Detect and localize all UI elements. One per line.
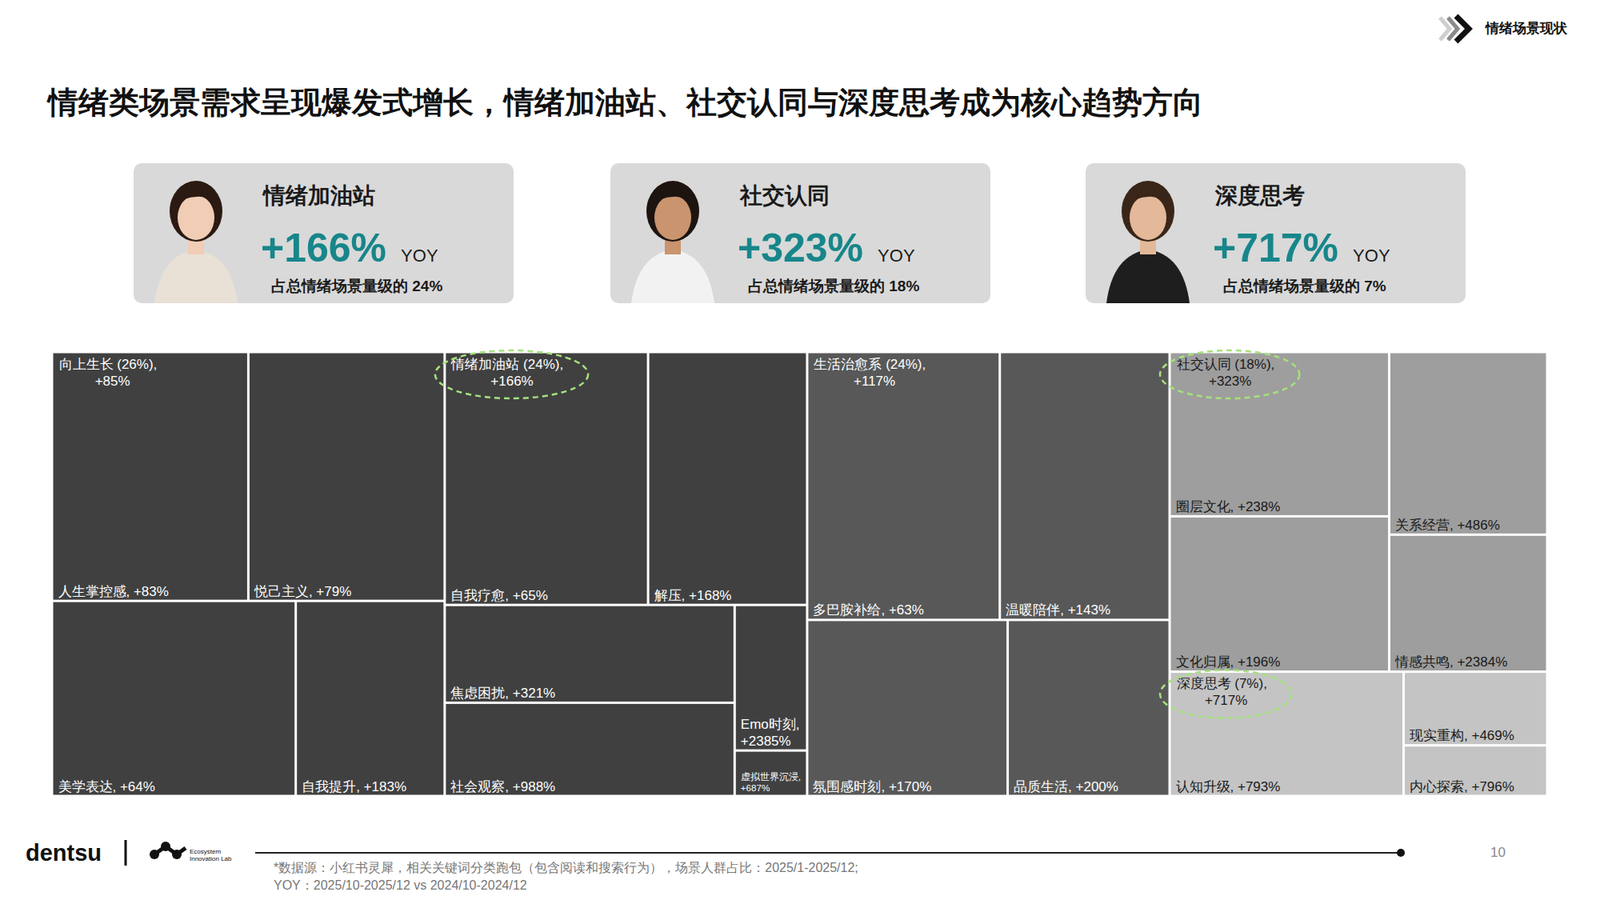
svg-text:悦己主义, +79%: 悦己主义, +79% (253, 584, 352, 600)
svg-text:生活治愈系 (24%),: 生活治愈系 (24%), (813, 356, 926, 372)
html-text:Ecosystem Innovation Lab: Ecosystem Innovation Lab (189, 848, 232, 863)
svg-text:温暖陪伴, +143%: 温暖陪伴, +143% (1005, 602, 1111, 618)
svg-text:向上生长 (26%),: 向上生长 (26%), (59, 356, 158, 372)
svg-text:虚拟世界沉浸,+687%: 虚拟世界沉浸,+687% (740, 771, 801, 793)
svg-text:自我疗愈, +65%: 自我疗愈, +65% (450, 588, 548, 604)
svg-text:情感共鸣, +2384%: 情感共鸣, +2384% (1394, 654, 1508, 670)
svg-text:+166%: +166% (490, 373, 533, 389)
html-text:10: 10 (1490, 844, 1506, 860)
html-text:占总情绪场景量级的 18%: 占总情绪场景量级的 18% (748, 277, 920, 295)
svg-text:焦虑困扰, +321%: 焦虑困扰, +321% (450, 685, 556, 701)
svg-text:+85%: +85% (95, 373, 131, 389)
svg-text:内心探索, +796%: 内心探索, +796% (1409, 779, 1515, 795)
html-text:YOY: YOY (1352, 245, 1391, 266)
html-text:占总情绪场景量级的 24%: 占总情绪场景量级的 24% (271, 277, 443, 295)
svg-text:人生掌控感, +83%: 人生掌控感, +83% (58, 584, 169, 600)
html-text:深度思考: 深度思考 (1215, 183, 1305, 208)
svg-text:现实重构, +469%: 现实重构, +469% (1409, 728, 1515, 744)
svg-text:氛围感时刻, +170%: 氛围感时刻, +170% (812, 779, 932, 795)
svg-text:多巴胺补给, +63%: 多巴胺补给, +63% (812, 602, 924, 618)
svg-text:关系经营, +486%: 关系经营, +486% (1395, 517, 1500, 533)
svg-text:社会观察, +988%: 社会观察, +988% (450, 779, 556, 795)
svg-text:+117%: +117% (853, 373, 896, 389)
html-text:YOY：2025/10-2025/12 vs 2024/10: YOY：2025/10-2025/12 vs 2024/10-2024/12 (273, 878, 527, 892)
svg-text:认知升级, +793%: 认知升级, +793% (1176, 779, 1281, 795)
html-text:占总情绪场景量级的 7%: 占总情绪场景量级的 7% (1223, 277, 1387, 295)
svg-text:解压, +168%: 解压, +168% (654, 588, 732, 604)
html-text:+323%: +323% (737, 225, 864, 271)
html-text:dentsu: dentsu (25, 840, 102, 866)
html-text:社交认同: 社交认同 (740, 183, 830, 208)
svg-text:品质生活, +200%: 品质生活, +200% (1013, 779, 1119, 795)
svg-text:文化归属, +196%: 文化归属, +196% (1176, 654, 1281, 670)
svg-text:+717%: +717% (1204, 692, 1248, 708)
svg-text:情绪加油站 (24%),: 情绪加油站 (24%), (450, 356, 564, 372)
html-text:+166%: +166% (260, 225, 387, 271)
svg-text:圈层文化, +238%: 圈层文化, +238% (1176, 499, 1281, 515)
html-text:情绪加油站: 情绪加油站 (263, 183, 376, 208)
html-text:情绪类场景需求呈现爆发式增长，情绪加油站、社交认同与深度思考: 情绪类场景需求呈现爆发式增长，情绪加油站、社交认同与深度思考成为核心趋势方向 (48, 85, 1204, 120)
html-text:+717%: +717% (1212, 225, 1339, 271)
html-text:*数据源：小红书灵犀，相关关键词分类跑包（包含阅读和搜索行为: *数据源：小红书灵犀，相关关键词分类跑包（包含阅读和搜索行为），场景人群占比：2… (273, 860, 859, 875)
svg-text:Emo时刻,+2385%: Emo时刻,+2385% (740, 716, 800, 748)
html-text:YOY: YOY (877, 245, 915, 266)
html-text:情绪场景现状: 情绪场景现状 (1485, 20, 1568, 36)
svg-text:社交认同 (18%),: 社交认同 (18%), (1176, 356, 1276, 372)
svg-text:自我提升, +183%: 自我提升, +183% (301, 779, 407, 795)
html-text:YOY: YOY (400, 245, 439, 266)
svg-text:美学表达, +64%: 美学表达, +64% (58, 779, 156, 795)
svg-text:深度思考 (7%),: 深度思考 (7%), (1176, 676, 1268, 692)
svg-text:+323%: +323% (1208, 373, 1252, 389)
